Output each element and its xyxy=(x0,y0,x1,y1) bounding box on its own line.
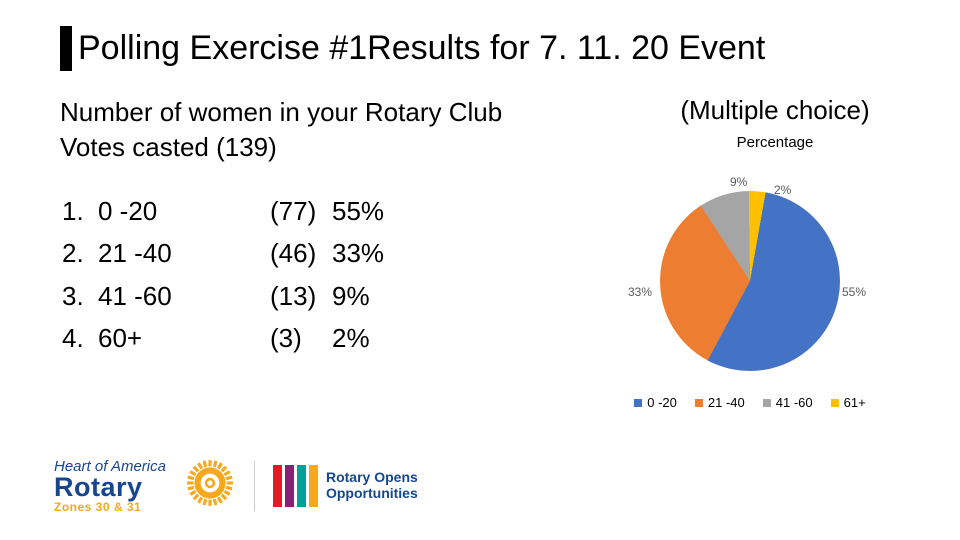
subtitle-row: Number of women in your Rotary Club Vote… xyxy=(60,95,920,165)
pie-slice-label: 9% xyxy=(730,175,747,189)
pie-graphic xyxy=(660,191,840,371)
legend-item: 0 -20 xyxy=(634,395,677,410)
results-row: 4.60+(3)2% xyxy=(62,318,394,358)
heart-of-america-logo: Heart of America Rotary Zones 30 & 31 xyxy=(54,459,166,513)
row-number: 2. xyxy=(62,233,96,273)
row-count: (13) xyxy=(270,276,330,316)
row-range: 21 -40 xyxy=(98,233,268,273)
results-row: 2.21 -40(46)33% xyxy=(62,233,394,273)
ropp-bar xyxy=(285,465,294,507)
ropp-text: Rotary Opens Opportunities xyxy=(326,470,418,501)
chart-legend: 0 -20 21 -40 41 -60 61+ xyxy=(580,395,920,410)
rotary-opens-opportunities-logo: Rotary Opens Opportunities xyxy=(273,465,418,507)
pie-slice-label: 2% xyxy=(774,183,791,197)
legend-item: 21 -40 xyxy=(695,395,745,410)
multiple-choice-label: (Multiple choice) xyxy=(630,95,920,126)
results-row: 1.0 -20(77)55% xyxy=(62,191,394,231)
ropp-line2: Opportunities xyxy=(326,486,418,501)
row-number: 1. xyxy=(62,191,96,231)
legend-swatch xyxy=(695,399,703,407)
slide: Polling Exercise #1Results for 7. 11. 20… xyxy=(0,0,960,540)
legend-label: 41 -60 xyxy=(776,395,813,410)
ropp-bar xyxy=(309,465,318,507)
legend-label: 61+ xyxy=(844,395,866,410)
legend-swatch xyxy=(831,399,839,407)
legend-item: 41 -60 xyxy=(763,395,813,410)
row-pct: 2% xyxy=(332,318,394,358)
row-range: 0 -20 xyxy=(98,191,268,231)
row-count: (46) xyxy=(270,233,330,273)
row-count: (3) xyxy=(270,318,330,358)
legend-label: 21 -40 xyxy=(708,395,745,410)
footer-logos: Heart of America Rotary Zones 30 & 31 Ro… xyxy=(54,457,418,514)
row-count: (77) xyxy=(270,191,330,231)
legend-label: 0 -20 xyxy=(647,395,677,410)
row-pct: 55% xyxy=(332,191,394,231)
legend-swatch xyxy=(763,399,771,407)
chart-column: 55% 33% 9% 2% 0 -20 21 -40 41 -60 61+ xyxy=(580,173,920,410)
divider xyxy=(254,461,255,511)
results-row: 3.41 -60(13)9% xyxy=(62,276,394,316)
subtitle-right: (Multiple choice) Percentage xyxy=(630,95,920,165)
content-row: 1.0 -20(77)55%2.21 -40(46)33%3.41 -60(13… xyxy=(60,173,920,410)
row-range: 41 -60 xyxy=(98,276,268,316)
hoa-rotary: Rotary xyxy=(54,474,166,501)
title-accent xyxy=(60,26,72,71)
row-number: 4. xyxy=(62,318,96,358)
question-text: Number of women in your Rotary Club xyxy=(60,95,502,130)
row-pct: 9% xyxy=(332,276,394,316)
title-bar: Polling Exercise #1Results for 7. 11. 20… xyxy=(60,26,920,71)
chart-title: Percentage xyxy=(645,134,905,151)
results-list: 1.0 -20(77)55%2.21 -40(46)33%3.41 -60(13… xyxy=(60,173,580,410)
row-number: 3. xyxy=(62,276,96,316)
pie-slice-label: 55% xyxy=(842,285,866,299)
ropp-bars-icon xyxy=(273,465,318,507)
pie-chart: 55%33%9%2% xyxy=(620,181,880,381)
pie-slice-label: 33% xyxy=(628,285,652,299)
ropp-bar xyxy=(273,465,282,507)
ropp-line1: Rotary Opens xyxy=(326,470,418,485)
votes-casted: Votes casted (139) xyxy=(60,130,502,165)
legend-swatch xyxy=(634,399,642,407)
row-pct: 33% xyxy=(332,233,394,273)
row-range: 60+ xyxy=(98,318,268,358)
subtitle-left: Number of women in your Rotary Club Vote… xyxy=(60,95,502,165)
ropp-bar xyxy=(297,465,306,507)
slide-title: Polling Exercise #1Results for 7. 11. 20… xyxy=(72,29,765,68)
results-table: 1.0 -20(77)55%2.21 -40(46)33%3.41 -60(13… xyxy=(60,189,396,360)
rotary-wheel-icon xyxy=(184,457,236,514)
legend-item: 61+ xyxy=(831,395,866,410)
hoa-zones: Zones 30 & 31 xyxy=(54,501,166,513)
